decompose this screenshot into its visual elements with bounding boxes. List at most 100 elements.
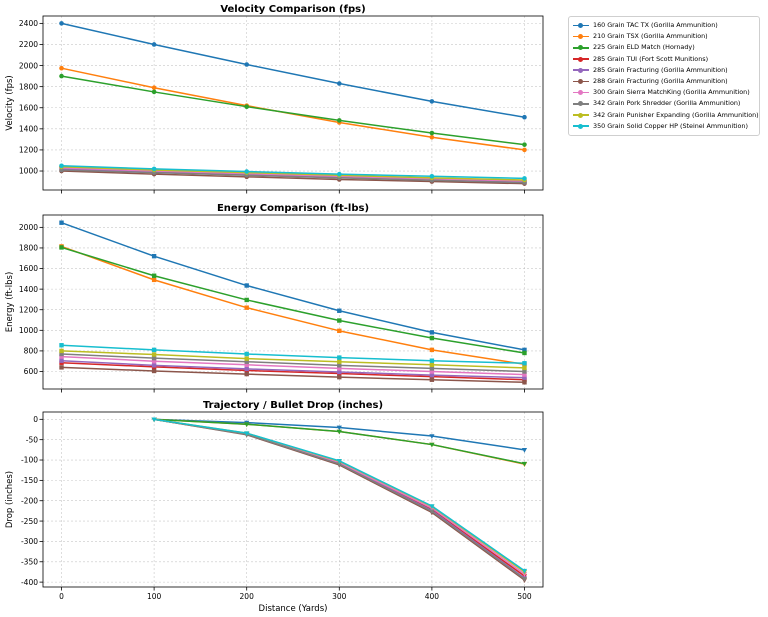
series-line [61, 359, 525, 379]
legend-item: 350 Grain Solid Copper HP (Steinel Ammun… [573, 121, 755, 132]
y-tick-label: 1800 [19, 244, 38, 253]
data-point [521, 568, 528, 574]
y-tick-label: 600 [24, 367, 39, 376]
legend-label: 160 Grain TAC TX (Gorilla Ammunition) [593, 21, 718, 29]
data-point [429, 330, 435, 335]
data-point [429, 377, 435, 382]
legend-item: 285 Grain Fracturing (Gorilla Ammunition… [573, 65, 755, 76]
legend-label: 285 Grain TUI (Fort Scott Munitions) [593, 54, 709, 63]
data-point [337, 363, 342, 368]
data-point [151, 363, 157, 368]
data-point [151, 166, 157, 172]
data-point [429, 509, 435, 515]
legend-swatch [573, 33, 589, 41]
y-tick-label: 1400 [19, 285, 38, 294]
data-point [337, 366, 342, 371]
legend: 160 Grain TAC TX (Gorilla Ammunition) 210… [568, 16, 760, 136]
legend-label: 225 Grain ELD Match (Hornady) [593, 43, 695, 52]
series-line [61, 366, 525, 384]
y-tick-label: 1400 [19, 125, 38, 134]
data-point [337, 318, 342, 323]
grid-lines [43, 412, 543, 587]
legend-swatch-marker [578, 34, 583, 40]
chart-title: Trajectory / Bullet Drop (inches) [203, 400, 383, 411]
data-point [151, 42, 157, 47]
legend-item: 225 Grain ELD Match (Hornady) [573, 42, 755, 53]
legend-swatch-marker [578, 56, 583, 62]
x-tick-label: 200 [240, 592, 255, 601]
data-point [336, 118, 342, 123]
y-axis-label: Energy (ft-lbs) [5, 272, 15, 333]
series-10 [59, 343, 527, 366]
data-point [429, 130, 435, 136]
series-line [153, 418, 525, 581]
data-point [429, 362, 435, 368]
data-point [522, 176, 527, 181]
series-1 [59, 21, 527, 120]
chart-panel-1: 1000 1200 1400 1600 1800 2000 2200 2400 Velocity… [5, 4, 544, 194]
data-point [151, 277, 157, 283]
series-3 [59, 245, 527, 356]
data-point [59, 220, 64, 225]
data-point [59, 365, 64, 370]
series-5 [59, 358, 527, 380]
legend-swatch [573, 122, 589, 130]
data-point [337, 308, 342, 313]
data-point [59, 245, 64, 250]
series-line [61, 246, 525, 354]
plot-frame [42, 15, 544, 191]
legend-label: 285 Grain Fracturing (Gorilla Ammunition… [593, 65, 728, 74]
legend-swatch-marker [578, 67, 583, 73]
data-point [429, 347, 435, 353]
data-point [522, 375, 527, 380]
data-point [151, 417, 157, 423]
legend-label: 350 Grain Solid Copper HP (Steinel Ammun… [593, 121, 748, 130]
data-point [522, 142, 527, 147]
y-tick-label: 1200 [19, 305, 38, 314]
plot-frame [42, 411, 544, 588]
series-line [61, 170, 525, 185]
y-tick-label: -200 [21, 496, 38, 505]
series-6 [59, 365, 527, 385]
data-point [244, 356, 249, 361]
data-point [151, 253, 157, 259]
series-line [61, 22, 525, 118]
legend-swatch [573, 55, 589, 63]
y-tick-label: 1600 [19, 103, 38, 112]
data-point [151, 85, 157, 91]
legend-swatch [573, 78, 589, 86]
data-point [244, 283, 249, 288]
legend-swatch-marker [578, 112, 583, 118]
legend-label: 300 Grain Sierra MatchKing (Gorilla Ammu… [593, 88, 750, 97]
series-line [61, 353, 525, 373]
series-line [61, 75, 525, 146]
y-tick-label: -150 [21, 476, 38, 485]
legend-label: 342 Grain Punisher Expanding (Gorilla Am… [593, 110, 759, 119]
data-point [522, 372, 527, 377]
plot-frame [42, 214, 544, 390]
legend-swatch-marker [578, 123, 583, 129]
y-tick-label: -350 [21, 557, 38, 566]
series-line [153, 418, 525, 579]
series-line [61, 166, 525, 181]
data-point [429, 434, 435, 439]
y-tick-label: 1600 [19, 264, 38, 273]
data-point [521, 448, 528, 453]
x-tick-label: 300 [332, 592, 347, 601]
y-tick-label: 2000 [19, 223, 38, 232]
data-point [336, 425, 342, 431]
data-point [244, 359, 249, 364]
chart-panel-3: 0 100 200 300 400 500 0 -50 -100 -150 -200 -250 -300… [5, 400, 544, 614]
data-point [244, 351, 249, 357]
data-point [522, 114, 527, 120]
data-point [151, 352, 157, 357]
data-point [522, 347, 527, 353]
series-line [61, 67, 525, 151]
series-line [153, 418, 525, 580]
y-tick-label: 2000 [19, 61, 38, 70]
series-2 [59, 65, 527, 153]
y-axis-label: Velocity (fps) [5, 75, 15, 131]
series-line [61, 344, 525, 365]
x-tick-label: 500 [517, 592, 532, 601]
data-point [521, 577, 528, 582]
